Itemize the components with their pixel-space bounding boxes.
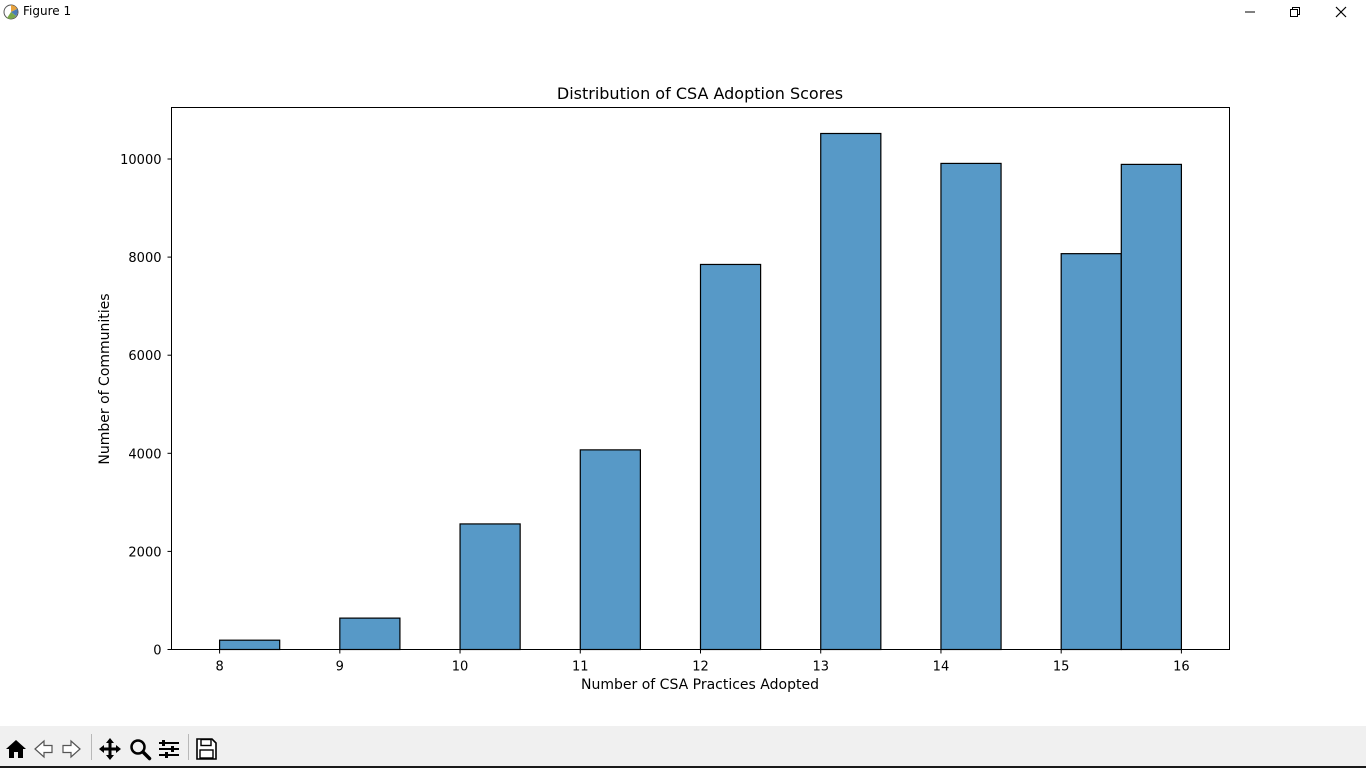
- y-tick-label: 10000: [120, 153, 161, 168]
- histogram-bar: [218, 639, 281, 651]
- y-axis-ticks: 0 2000 4000 6000 8000 10000: [120, 153, 172, 659]
- x-tick-label: 9: [336, 660, 344, 675]
- x-axis-label: Number of CSA Practices Adopted: [581, 677, 819, 693]
- configure-subplots-icon: [159, 740, 179, 758]
- matplotlib-icon: [2, 3, 20, 21]
- window-title: Figure 1: [23, 4, 72, 18]
- x-tick-label: 13: [812, 660, 829, 675]
- zoom-button[interactable]: [127, 736, 153, 762]
- y-tick-label: 6000: [128, 349, 161, 364]
- x-tick-label: 16: [1173, 660, 1190, 675]
- histogram-bar: [579, 449, 641, 651]
- bars-group: [218, 132, 1183, 651]
- home-button[interactable]: [3, 736, 29, 762]
- zoom-icon: [130, 739, 152, 761]
- x-tick-label: 14: [933, 660, 950, 675]
- maximize-icon: [1290, 7, 1300, 17]
- window-titlebar: Figure 1: [0, 0, 1366, 24]
- x-tick-label: 10: [452, 660, 469, 675]
- histogram-bar: [1060, 253, 1122, 651]
- forward-arrow-icon: [62, 739, 81, 759]
- axes-frame: [171, 107, 1230, 650]
- save-icon: [196, 738, 217, 760]
- back-button[interactable]: [31, 736, 57, 762]
- navigation-toolbar: [0, 726, 1366, 768]
- x-tick-label: 15: [1053, 660, 1070, 675]
- y-tick-label: 8000: [128, 251, 161, 266]
- y-tick-label: 4000: [128, 447, 161, 462]
- minimize-button[interactable]: [1227, 0, 1273, 24]
- pan-button[interactable]: [97, 736, 123, 762]
- histogram-bar: [1120, 163, 1183, 651]
- back-arrow-icon: [34, 739, 53, 759]
- histogram-bar: [820, 132, 882, 651]
- y-tick-label: 2000: [128, 545, 161, 560]
- histogram-bar: [459, 523, 521, 651]
- close-icon: [1335, 6, 1347, 18]
- toolbar-separator: [91, 734, 92, 760]
- histogram-bar: [699, 263, 762, 651]
- y-axis-label: Number of Communities: [97, 293, 113, 464]
- maximize-button[interactable]: [1272, 0, 1318, 24]
- close-button[interactable]: [1318, 0, 1364, 24]
- x-tick-label: 8: [215, 660, 223, 675]
- x-tick-label: 11: [572, 660, 589, 675]
- histogram-bar: [339, 617, 401, 651]
- y-tick-label: 0: [153, 644, 161, 659]
- save-button[interactable]: [193, 736, 219, 762]
- home-icon: [6, 740, 26, 758]
- pan-icon: [99, 738, 121, 760]
- x-tick-label: 12: [692, 660, 709, 675]
- configure-subplots-button[interactable]: [156, 736, 182, 762]
- x-axis-ticks: 8 9 10 11 12 13 14 15 16: [215, 649, 1190, 675]
- forward-button[interactable]: [58, 736, 84, 762]
- chart-title: Distribution of CSA Adoption Scores: [557, 84, 843, 103]
- histogram-bar: [940, 162, 1002, 651]
- figure-canvas[interactable]: Distribution of CSA Adoption Scores 0 200…: [0, 24, 1366, 726]
- minimize-icon: [1245, 11, 1255, 13]
- toolbar-separator: [188, 734, 189, 760]
